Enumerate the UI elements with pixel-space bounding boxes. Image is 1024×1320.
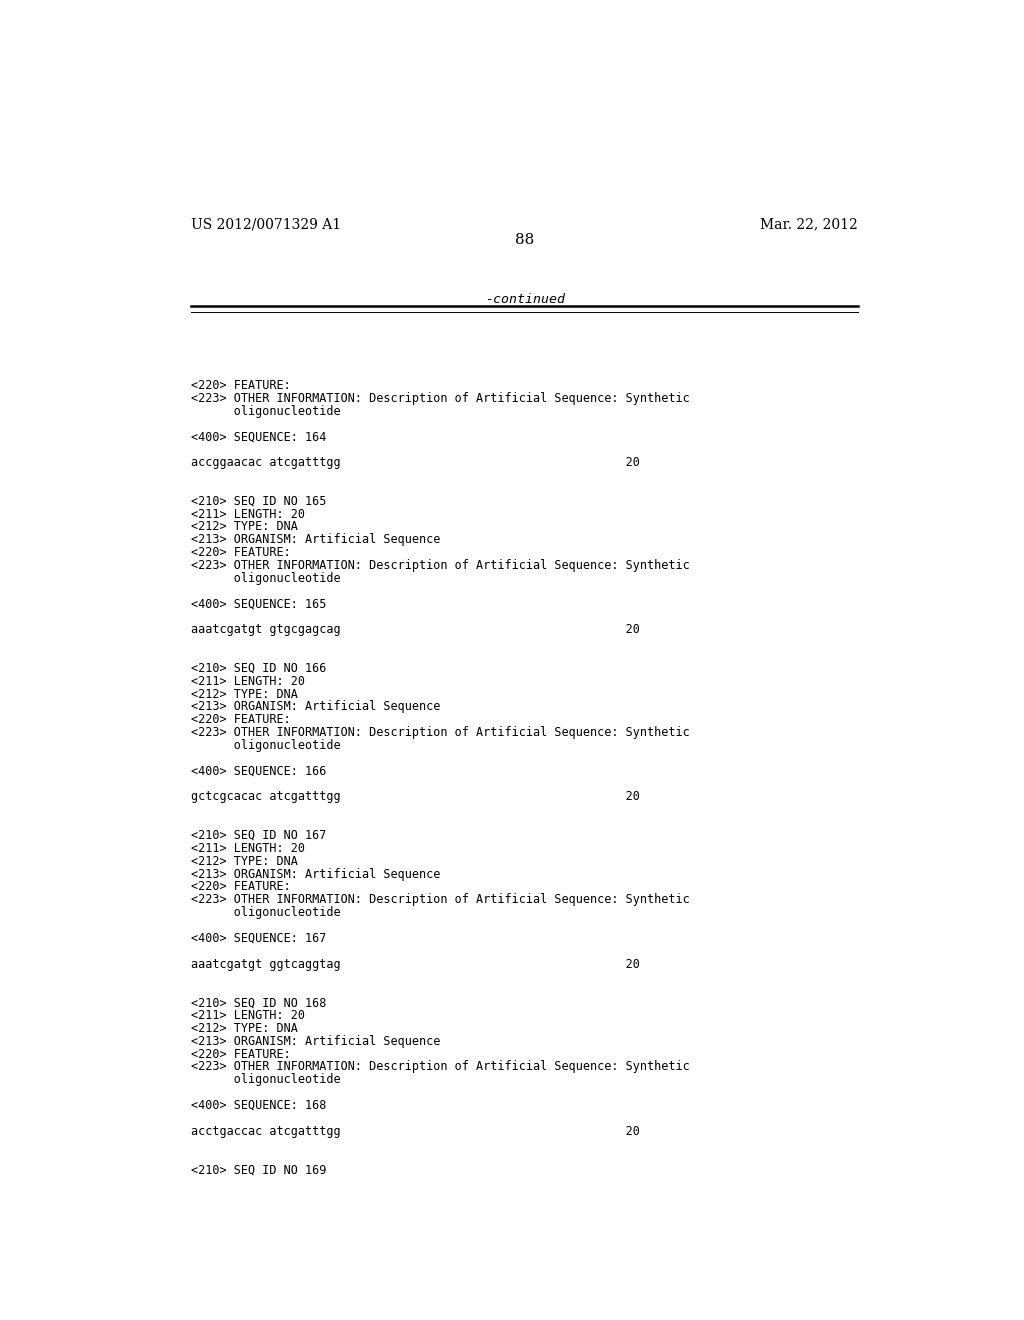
- Text: <223> OTHER INFORMATION: Description of Artificial Sequence: Synthetic: <223> OTHER INFORMATION: Description of …: [191, 726, 690, 739]
- Text: <211> LENGTH: 20: <211> LENGTH: 20: [191, 1008, 305, 1022]
- Text: oligonucleotide: oligonucleotide: [191, 906, 341, 919]
- Text: <212> TYPE: DNA: <212> TYPE: DNA: [191, 520, 298, 533]
- Text: <400> SEQUENCE: 167: <400> SEQUENCE: 167: [191, 932, 327, 945]
- Text: Mar. 22, 2012: Mar. 22, 2012: [761, 218, 858, 231]
- Text: <210> SEQ ID NO 168: <210> SEQ ID NO 168: [191, 997, 327, 1008]
- Text: <220> FEATURE:: <220> FEATURE:: [191, 1048, 291, 1060]
- Text: <211> LENGTH: 20: <211> LENGTH: 20: [191, 675, 305, 688]
- Text: <400> SEQUENCE: 168: <400> SEQUENCE: 168: [191, 1100, 327, 1111]
- Text: <223> OTHER INFORMATION: Description of Artificial Sequence: Synthetic: <223> OTHER INFORMATION: Description of …: [191, 894, 690, 907]
- Text: oligonucleotide: oligonucleotide: [191, 739, 341, 752]
- Text: aaatcgatgt ggtcaggtag                                        20: aaatcgatgt ggtcaggtag 20: [191, 957, 640, 970]
- Text: US 2012/0071329 A1: US 2012/0071329 A1: [191, 218, 342, 231]
- Text: <220> FEATURE:: <220> FEATURE:: [191, 546, 291, 560]
- Text: <210> SEQ ID NO 165: <210> SEQ ID NO 165: [191, 495, 327, 508]
- Text: acctgaccac atcgatttgg                                        20: acctgaccac atcgatttgg 20: [191, 1125, 640, 1138]
- Text: <223> OTHER INFORMATION: Description of Artificial Sequence: Synthetic: <223> OTHER INFORMATION: Description of …: [191, 392, 690, 405]
- Text: <213> ORGANISM: Artificial Sequence: <213> ORGANISM: Artificial Sequence: [191, 533, 441, 546]
- Text: <223> OTHER INFORMATION: Description of Artificial Sequence: Synthetic: <223> OTHER INFORMATION: Description of …: [191, 1060, 690, 1073]
- Text: <400> SEQUENCE: 164: <400> SEQUENCE: 164: [191, 430, 327, 444]
- Text: <212> TYPE: DNA: <212> TYPE: DNA: [191, 854, 298, 867]
- Text: -continued: -continued: [484, 293, 565, 305]
- Text: <220> FEATURE:: <220> FEATURE:: [191, 379, 291, 392]
- Text: <400> SEQUENCE: 165: <400> SEQUENCE: 165: [191, 598, 327, 611]
- Text: <211> LENGTH: 20: <211> LENGTH: 20: [191, 842, 305, 855]
- Text: <210> SEQ ID NO 167: <210> SEQ ID NO 167: [191, 829, 327, 842]
- Text: <210> SEQ ID NO 169: <210> SEQ ID NO 169: [191, 1163, 327, 1176]
- Text: <212> TYPE: DNA: <212> TYPE: DNA: [191, 688, 298, 701]
- Text: <213> ORGANISM: Artificial Sequence: <213> ORGANISM: Artificial Sequence: [191, 701, 441, 713]
- Text: <210> SEQ ID NO 166: <210> SEQ ID NO 166: [191, 661, 327, 675]
- Text: accggaacac atcgatttgg                                        20: accggaacac atcgatttgg 20: [191, 457, 640, 469]
- Text: oligonucleotide: oligonucleotide: [191, 572, 341, 585]
- Text: <212> TYPE: DNA: <212> TYPE: DNA: [191, 1022, 298, 1035]
- Text: <223> OTHER INFORMATION: Description of Artificial Sequence: Synthetic: <223> OTHER INFORMATION: Description of …: [191, 558, 690, 572]
- Text: oligonucleotide: oligonucleotide: [191, 405, 341, 417]
- Text: <211> LENGTH: 20: <211> LENGTH: 20: [191, 507, 305, 520]
- Text: <220> FEATURE:: <220> FEATURE:: [191, 880, 291, 894]
- Text: gctcgcacac atcgatttgg                                        20: gctcgcacac atcgatttgg 20: [191, 791, 640, 804]
- Text: oligonucleotide: oligonucleotide: [191, 1073, 341, 1086]
- Text: <213> ORGANISM: Artificial Sequence: <213> ORGANISM: Artificial Sequence: [191, 867, 441, 880]
- Text: <220> FEATURE:: <220> FEATURE:: [191, 713, 291, 726]
- Text: <400> SEQUENCE: 166: <400> SEQUENCE: 166: [191, 764, 327, 777]
- Text: aaatcgatgt gtgcgagcag                                        20: aaatcgatgt gtgcgagcag 20: [191, 623, 640, 636]
- Text: <213> ORGANISM: Artificial Sequence: <213> ORGANISM: Artificial Sequence: [191, 1035, 441, 1048]
- Text: 88: 88: [515, 232, 535, 247]
